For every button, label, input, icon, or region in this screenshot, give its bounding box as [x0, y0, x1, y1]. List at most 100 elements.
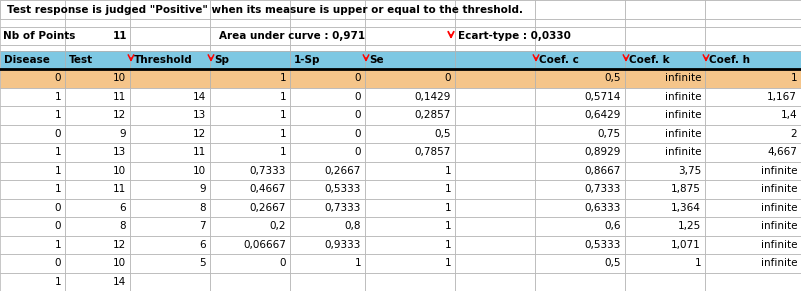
- Text: 0: 0: [54, 203, 61, 213]
- Bar: [625, 162, 705, 180]
- Bar: [130, 106, 210, 125]
- Bar: [65, 143, 130, 162]
- Bar: [455, 254, 535, 272]
- Bar: [65, 254, 130, 272]
- Bar: [625, 217, 705, 235]
- Bar: [210, 69, 290, 88]
- Bar: [365, 0, 455, 19]
- Bar: [705, 45, 801, 51]
- Bar: [210, 51, 290, 69]
- Text: 0,2667: 0,2667: [250, 203, 286, 213]
- Bar: [455, 162, 535, 180]
- Bar: [65, 272, 130, 291]
- Text: 1: 1: [791, 73, 797, 83]
- Bar: [625, 272, 705, 291]
- Bar: [0, 19, 65, 27]
- Bar: [0, 0, 65, 19]
- Text: 2: 2: [791, 129, 797, 139]
- Text: infinite: infinite: [760, 166, 797, 176]
- Text: 0,6: 0,6: [605, 221, 621, 231]
- Bar: [0, 88, 65, 106]
- Text: 1,364: 1,364: [671, 203, 701, 213]
- Bar: [365, 235, 455, 254]
- Bar: [365, 51, 455, 69]
- Text: 1: 1: [445, 184, 451, 194]
- Text: 0: 0: [54, 129, 61, 139]
- Bar: [65, 88, 130, 106]
- Text: Nb of Points: Nb of Points: [3, 31, 75, 41]
- Bar: [705, 180, 801, 198]
- Bar: [365, 162, 455, 180]
- Text: 0: 0: [445, 73, 451, 83]
- Bar: [455, 143, 535, 162]
- Bar: [535, 106, 625, 125]
- Bar: [705, 69, 801, 88]
- Bar: [290, 27, 365, 45]
- Bar: [290, 254, 365, 272]
- Bar: [65, 45, 130, 51]
- Text: 0: 0: [355, 73, 361, 83]
- Bar: [365, 19, 455, 27]
- Text: Disease: Disease: [4, 55, 50, 65]
- Bar: [705, 254, 801, 272]
- Text: 9: 9: [199, 184, 206, 194]
- Bar: [365, 198, 455, 217]
- Bar: [365, 45, 455, 51]
- Text: infinite: infinite: [760, 221, 797, 231]
- Bar: [365, 143, 455, 162]
- Bar: [625, 51, 705, 69]
- Bar: [65, 51, 130, 69]
- Bar: [625, 254, 705, 272]
- Text: 14: 14: [193, 92, 206, 102]
- Text: 11: 11: [113, 184, 126, 194]
- Bar: [0, 198, 65, 217]
- Bar: [130, 27, 210, 45]
- Bar: [0, 235, 65, 254]
- Bar: [210, 45, 290, 51]
- Bar: [625, 0, 705, 19]
- Text: 1: 1: [54, 240, 61, 250]
- Text: infinite: infinite: [760, 203, 797, 213]
- Bar: [535, 254, 625, 272]
- Text: infinite: infinite: [760, 258, 797, 268]
- Text: 13: 13: [113, 147, 126, 157]
- Text: 0,7333: 0,7333: [585, 184, 621, 194]
- Bar: [290, 125, 365, 143]
- Bar: [625, 69, 705, 88]
- Bar: [130, 162, 210, 180]
- Bar: [625, 198, 705, 217]
- Bar: [210, 0, 290, 19]
- Bar: [65, 180, 130, 198]
- Bar: [210, 180, 290, 198]
- Bar: [625, 19, 705, 27]
- Bar: [0, 45, 65, 51]
- Text: 1: 1: [445, 258, 451, 268]
- Bar: [365, 106, 455, 125]
- Bar: [455, 272, 535, 291]
- Bar: [535, 27, 625, 45]
- Bar: [535, 162, 625, 180]
- Text: infinite: infinite: [665, 92, 701, 102]
- Bar: [705, 143, 801, 162]
- Bar: [0, 162, 65, 180]
- Text: 0: 0: [280, 258, 286, 268]
- Bar: [0, 51, 65, 69]
- Bar: [130, 254, 210, 272]
- Text: 1: 1: [280, 73, 286, 83]
- Bar: [705, 51, 801, 69]
- Text: infinite: infinite: [665, 73, 701, 83]
- Bar: [130, 88, 210, 106]
- Bar: [210, 27, 290, 45]
- Bar: [535, 51, 625, 69]
- Bar: [455, 69, 535, 88]
- Text: 1: 1: [694, 258, 701, 268]
- Bar: [130, 217, 210, 235]
- Text: 0,7857: 0,7857: [415, 147, 451, 157]
- Bar: [210, 143, 290, 162]
- Bar: [625, 125, 705, 143]
- Bar: [130, 235, 210, 254]
- Text: 12: 12: [113, 110, 126, 120]
- Bar: [290, 180, 365, 198]
- Text: infinite: infinite: [760, 240, 797, 250]
- Text: 0,5: 0,5: [605, 258, 621, 268]
